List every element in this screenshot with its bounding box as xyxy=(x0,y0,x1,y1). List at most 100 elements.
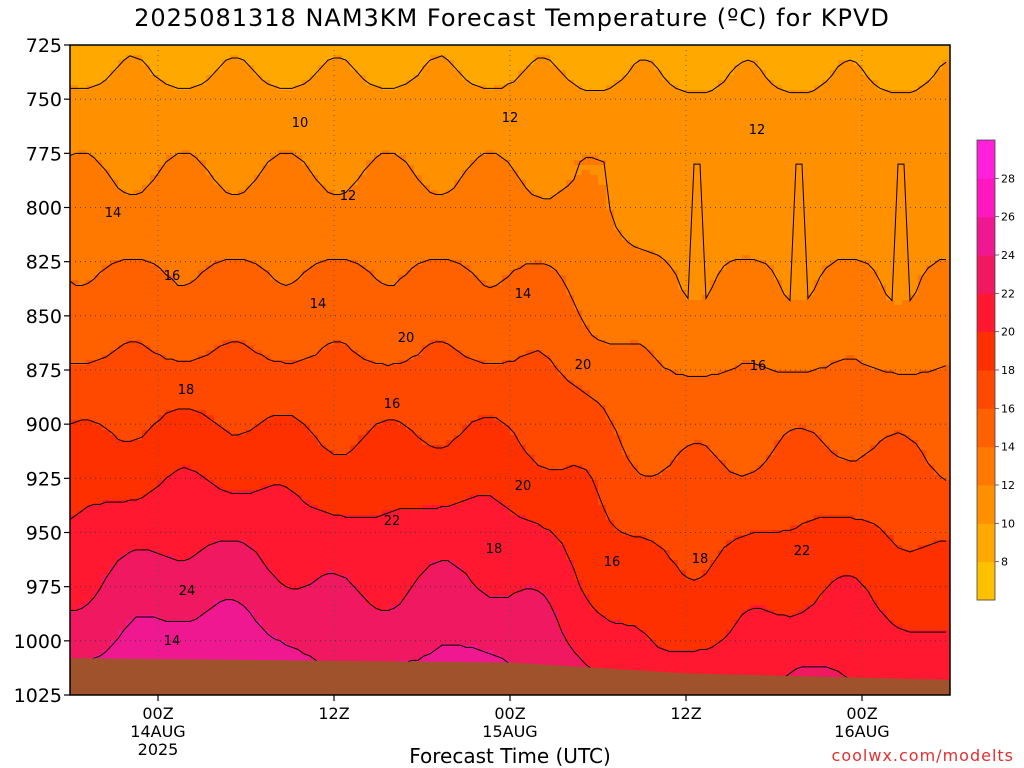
temperature-cell xyxy=(158,330,167,336)
temperature-cell xyxy=(270,125,279,131)
temperature-cell xyxy=(318,315,327,321)
temperature-cell xyxy=(334,645,343,651)
temperature-cell xyxy=(222,245,231,251)
temperature-cell xyxy=(222,365,231,371)
temperature-cell xyxy=(262,390,271,396)
temperature-cell xyxy=(206,545,215,551)
temperature-cell xyxy=(366,485,375,491)
temperature-cell xyxy=(222,430,231,436)
temperature-cell xyxy=(310,340,319,346)
temperature-cell xyxy=(318,325,327,331)
temperature-cell xyxy=(214,290,223,296)
temperature-cell xyxy=(358,545,367,551)
temperature-cell xyxy=(86,230,95,236)
temperature-cell xyxy=(270,290,279,296)
temperature-cell xyxy=(230,620,239,626)
temperature-cell xyxy=(150,515,159,521)
temperature-cell xyxy=(110,300,119,306)
temperature-cell xyxy=(94,630,103,636)
temperature-cell xyxy=(262,255,271,261)
temperature-cell xyxy=(174,335,183,341)
temperature-cell xyxy=(238,300,247,306)
temperature-cell xyxy=(318,440,327,446)
temperature-cell xyxy=(70,390,79,396)
temperature-cell xyxy=(86,580,95,586)
temperature-cell xyxy=(366,140,375,146)
temperature-cell xyxy=(342,650,351,656)
temperature-cell xyxy=(86,260,95,266)
temperature-cell xyxy=(214,615,223,621)
temperature-cell xyxy=(150,425,159,431)
temperature-cell xyxy=(238,455,247,461)
temperature-cell xyxy=(78,315,87,321)
temperature-cell xyxy=(278,600,287,606)
temperature-cell xyxy=(158,655,167,661)
temperature-cell xyxy=(310,145,319,151)
temperature-cell xyxy=(94,210,103,216)
temperature-cell xyxy=(334,205,343,211)
temperature-cell xyxy=(350,85,359,91)
temperature-cell xyxy=(102,230,111,236)
temperature-cell xyxy=(78,180,87,186)
temperature-cell xyxy=(182,470,191,476)
temperature-cell xyxy=(286,505,295,511)
temperature-cell xyxy=(358,640,367,646)
temperature-cell xyxy=(238,565,247,571)
temperature-cell xyxy=(366,210,375,216)
temperature-cell xyxy=(126,525,135,531)
temperature-cell xyxy=(166,140,175,146)
temperature-cell xyxy=(110,620,119,626)
temperature-cell xyxy=(358,610,367,616)
temperature-cell xyxy=(326,540,335,546)
temperature-cell xyxy=(334,565,343,571)
temperature-cell xyxy=(190,320,199,326)
temperature-cell xyxy=(334,475,343,481)
temperature-cell xyxy=(302,325,311,331)
temperature-cell xyxy=(94,140,103,146)
temperature-cell xyxy=(198,355,207,361)
temperature-cell xyxy=(190,230,199,236)
temperature-cell xyxy=(286,595,295,601)
temperature-cell xyxy=(198,455,207,461)
temperature-cell xyxy=(366,415,375,421)
temperature-cell xyxy=(310,250,319,256)
temperature-cell xyxy=(86,165,95,171)
temperature-cell xyxy=(94,345,103,351)
temperature-cell xyxy=(358,185,367,191)
temperature-cell xyxy=(270,445,279,451)
temperature-cell xyxy=(158,195,167,201)
temperature-cell xyxy=(358,285,367,291)
temperature-cell xyxy=(342,510,351,516)
temperature-cell xyxy=(278,175,287,181)
temperature-cell xyxy=(78,70,87,76)
temperature-cell xyxy=(358,380,367,386)
temperature-cell xyxy=(230,410,239,416)
temperature-cell xyxy=(262,300,271,306)
temperature-cell xyxy=(174,115,183,121)
temperature-cell xyxy=(334,295,343,301)
temperature-cell xyxy=(342,550,351,556)
temperature-cell xyxy=(302,470,311,476)
temperature-cell xyxy=(254,650,263,656)
temperature-cell xyxy=(166,505,175,511)
temperature-cell xyxy=(254,320,263,326)
temperature-cell xyxy=(270,100,279,106)
temperature-cell xyxy=(286,170,295,176)
temperature-cell xyxy=(174,405,183,411)
temperature-cell xyxy=(134,500,143,506)
temperature-cell xyxy=(134,70,143,76)
temperature-cell xyxy=(86,380,95,386)
temperature-cell xyxy=(198,115,207,121)
temperature-cell xyxy=(262,200,271,206)
temperature-cell xyxy=(158,370,167,376)
temperature-cell xyxy=(246,370,255,376)
temperature-cell xyxy=(118,615,127,621)
temperature-cell xyxy=(134,480,143,486)
temperature-cell xyxy=(286,155,295,161)
temperature-cell xyxy=(318,585,327,591)
temperature-cell xyxy=(214,535,223,541)
temperature-cell xyxy=(174,195,183,201)
temperature-cell xyxy=(118,650,127,656)
temperature-cell xyxy=(70,240,79,246)
temperature-cell xyxy=(126,420,135,426)
